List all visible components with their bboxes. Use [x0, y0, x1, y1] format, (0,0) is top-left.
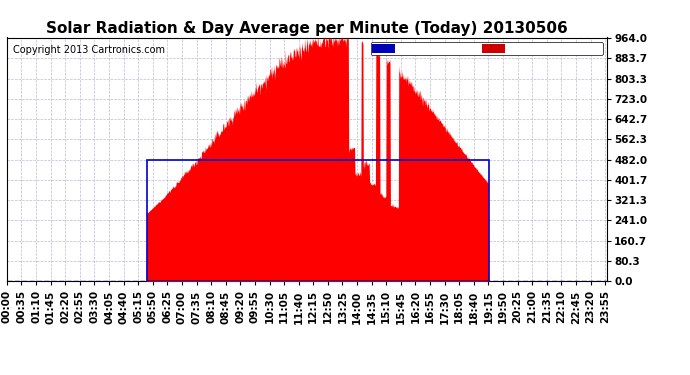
Title: Solar Radiation & Day Average per Minute (Today) 20130506: Solar Radiation & Day Average per Minute…: [46, 21, 568, 36]
Text: Copyright 2013 Cartronics.com: Copyright 2013 Cartronics.com: [13, 45, 165, 55]
Legend: Median (W/m2), Radiation (W/m2): Median (W/m2), Radiation (W/m2): [371, 42, 602, 55]
Bar: [146, 160, 489, 281]
